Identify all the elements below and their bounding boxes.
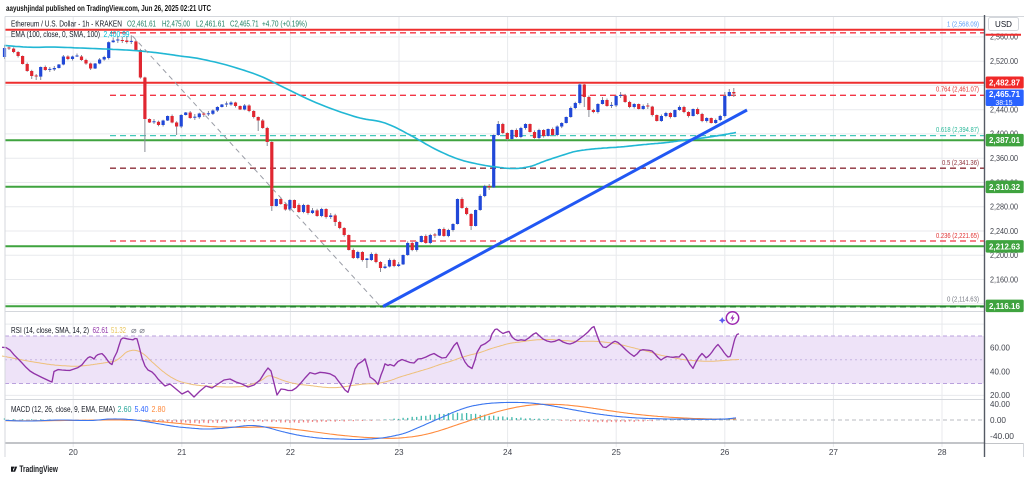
svg-text:20.00: 20.00 bbox=[990, 391, 1011, 400]
svg-text:EMA (100, close, 0, SMA, 100): EMA (100, close, 0, SMA, 100) bbox=[11, 29, 100, 39]
svg-text:2,482.87: 2,482.87 bbox=[989, 79, 1021, 88]
svg-text:⌀ ⌀: ⌀ ⌀ bbox=[131, 326, 145, 335]
svg-text:2,160.00: 2,160.00 bbox=[990, 275, 1018, 284]
svg-text:Ethereum / U.S. Dollar - 1h -: Ethereum / U.S. Dollar - 1h - KRAKEN bbox=[11, 19, 122, 29]
svg-text:5.40: 5.40 bbox=[135, 405, 149, 414]
svg-text:0.236 (2,221.65): 0.236 (2,221.65) bbox=[936, 231, 979, 240]
svg-text:+4.70 (+0.19%): +4.70 (+0.19%) bbox=[262, 19, 307, 29]
svg-text:2,360.00: 2,360.00 bbox=[990, 154, 1018, 163]
svg-text:2,200.00: 2,200.00 bbox=[990, 251, 1018, 260]
svg-text:2,440.00: 2,440.00 bbox=[990, 106, 1018, 115]
svg-text:L2,461.61: L2,461.61 bbox=[196, 19, 225, 29]
svg-text:51.32: 51.32 bbox=[111, 326, 126, 335]
svg-text:2,240.00: 2,240.00 bbox=[990, 227, 1018, 236]
svg-text:27: 27 bbox=[829, 448, 839, 457]
svg-text:2,560.00: 2,560.00 bbox=[990, 33, 1018, 42]
svg-text:-40.00: -40.00 bbox=[990, 432, 1015, 441]
svg-text:38:15: 38:15 bbox=[996, 98, 1013, 107]
svg-text:24: 24 bbox=[503, 448, 513, 457]
svg-text:O2,461.61: O2,461.61 bbox=[127, 19, 156, 29]
svg-text:60.00: 60.00 bbox=[990, 344, 1011, 353]
svg-text:0.00: 0.00 bbox=[990, 416, 1007, 425]
svg-text:28: 28 bbox=[937, 448, 947, 457]
svg-text:C2,465.71: C2,465.71 bbox=[230, 19, 259, 29]
svg-text:2,116.16: 2,116.16 bbox=[989, 302, 1021, 311]
svg-text:1 (2,568.09): 1 (2,568.09) bbox=[947, 20, 979, 29]
svg-text:2,400.99: 2,400.99 bbox=[104, 29, 130, 39]
svg-text:0 (2,114.63): 0 (2,114.63) bbox=[947, 295, 979, 304]
svg-text:2,310.32: 2,310.32 bbox=[989, 183, 1021, 192]
svg-text:2.80: 2.80 bbox=[152, 405, 166, 414]
svg-text:aayushjindal published on Trad: aayushjindal published on TradingView.co… bbox=[6, 4, 211, 13]
svg-text:0.618 (2,394.87): 0.618 (2,394.87) bbox=[936, 125, 979, 134]
svg-text:2,520.00: 2,520.00 bbox=[990, 57, 1018, 66]
svg-text:2,465.71: 2,465.71 bbox=[989, 90, 1021, 99]
svg-text:2.60: 2.60 bbox=[118, 405, 132, 414]
svg-text:TradingView: TradingView bbox=[19, 464, 58, 474]
svg-text:2,387.01: 2,387.01 bbox=[989, 136, 1021, 145]
svg-text:USD: USD bbox=[995, 20, 1012, 29]
svg-text:25: 25 bbox=[612, 448, 622, 457]
svg-text:23: 23 bbox=[394, 448, 404, 457]
svg-text:0.764 (2,461.07): 0.764 (2,461.07) bbox=[936, 85, 979, 94]
svg-text:H2,475.00: H2,475.00 bbox=[162, 19, 190, 29]
svg-text:MACD (12, 26, close, 9, EMA, E: MACD (12, 26, close, 9, EMA, EMA) bbox=[11, 405, 115, 414]
svg-text:26: 26 bbox=[720, 448, 730, 457]
svg-text:RSI (14, close, SMA, 14, 2): RSI (14, close, SMA, 14, 2) bbox=[11, 326, 89, 335]
svg-text:62.61: 62.61 bbox=[93, 326, 109, 335]
svg-text:2,212.63: 2,212.63 bbox=[989, 242, 1021, 251]
svg-text:22: 22 bbox=[286, 448, 296, 457]
svg-text:2,280.00: 2,280.00 bbox=[990, 203, 1018, 212]
svg-text:40.00: 40.00 bbox=[990, 367, 1011, 376]
svg-text:20: 20 bbox=[69, 448, 79, 457]
svg-text:21: 21 bbox=[177, 448, 187, 457]
svg-text:0.5 (2,341.36): 0.5 (2,341.36) bbox=[942, 158, 979, 167]
svg-text:40.00: 40.00 bbox=[990, 400, 1011, 409]
